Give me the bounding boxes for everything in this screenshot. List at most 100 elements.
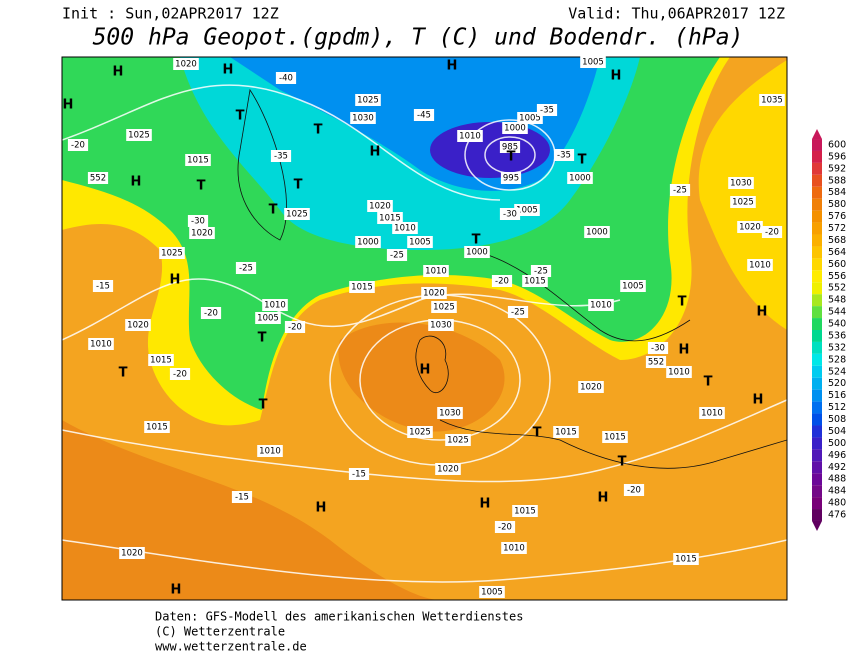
isoline-label: -25 (239, 264, 253, 274)
colorbar-swatch (812, 294, 822, 307)
label-box (87, 172, 109, 184)
pressure-center-label: H (679, 343, 690, 358)
isoline-label: 1010 (425, 267, 447, 277)
colorbar-label: 544 (828, 307, 846, 318)
label-box (514, 204, 540, 216)
colorbar-label: 536 (828, 330, 846, 341)
pressure-center-label: T (314, 123, 323, 138)
colorbar-label: 568 (828, 235, 846, 246)
pressure-center-label: H (171, 583, 182, 598)
colorbar-label: 504 (828, 426, 846, 437)
pressure-center-label: H (131, 175, 142, 190)
colorbar-swatch (812, 198, 822, 211)
isoline-label: 552 (648, 358, 664, 368)
isoline-label: 1030 (439, 409, 461, 419)
pressure-center-label: H (370, 145, 381, 160)
label-box (125, 319, 151, 331)
isoline-label: 1025 (409, 428, 431, 438)
label-box (119, 547, 145, 559)
isoline-label: 1010 (264, 301, 286, 311)
isoline-label: 1010 (503, 544, 525, 554)
colorbar-label: 588 (828, 175, 846, 186)
map-field (62, 57, 787, 600)
colorbar-label: 496 (828, 450, 846, 461)
field-low (430, 122, 550, 178)
isoline-label: 1015 (379, 214, 401, 224)
pressure-center-label: H (480, 497, 491, 512)
colorbar-label: 572 (828, 223, 846, 234)
colorbar-swatch (812, 150, 822, 163)
colorbar-label: 524 (828, 366, 846, 377)
label-box (348, 468, 370, 480)
isoline-label: -30 (191, 217, 205, 227)
colorbar-swatch (812, 377, 822, 390)
isoline-label: 552 (90, 174, 106, 184)
colorbar-swatch (812, 246, 822, 259)
label-box (499, 208, 521, 220)
colorbar-swatch (812, 186, 822, 199)
pressure-center-label: T (259, 398, 268, 413)
colorbar-swatch (812, 485, 822, 498)
isoline-label: 1015 (146, 423, 168, 433)
label-box (255, 312, 281, 324)
colorbar-label: 500 (828, 438, 846, 449)
isoline-label: 1015 (514, 507, 536, 517)
colorbar-swatch (812, 425, 822, 438)
colorbar-label: 492 (828, 462, 846, 473)
label-box (284, 321, 306, 333)
pressure-center-label: T (533, 426, 542, 441)
isoline-label: 1000 (569, 174, 591, 184)
isoline-label: -15 (96, 282, 110, 292)
label-box (169, 368, 191, 380)
label-box (235, 262, 257, 274)
label-box (699, 407, 725, 419)
colorbar-label: 600 (828, 140, 846, 151)
colorbar-swatch (812, 210, 822, 223)
isoline-label: -30 (503, 210, 517, 220)
pressure-center-label: H (223, 63, 234, 78)
colorbar-label: 476 (828, 510, 846, 521)
label-box (355, 94, 381, 106)
colorbar-swatch (812, 174, 822, 187)
label-box (479, 586, 505, 598)
label-box (669, 184, 691, 196)
label-box (623, 484, 645, 496)
isoline-label: -45 (417, 111, 431, 121)
isoline-label: 1020 (437, 465, 459, 475)
colorbar-label: 488 (828, 474, 846, 485)
isoline-label: -20 (495, 277, 509, 287)
label-box (421, 287, 447, 299)
colorbar-tip (812, 129, 822, 140)
colorbar-swatch (812, 461, 822, 474)
isoline-label: 1025 (732, 198, 754, 208)
isoline-label: 1020 (739, 223, 761, 233)
colorbar-swatch (812, 509, 822, 521)
label-box (262, 299, 288, 311)
label-box (588, 299, 614, 311)
isoline-label: 1015 (187, 156, 209, 166)
isoline-label: 1005 (582, 58, 604, 68)
label-box (553, 149, 575, 161)
isoline-label: 1005 (519, 114, 541, 124)
colorbar-label: 512 (828, 402, 846, 413)
colorbar-label: 556 (828, 271, 846, 282)
isoline-label: 1020 (580, 383, 602, 393)
label-box (88, 338, 114, 350)
colorbar-label: 520 (828, 378, 846, 389)
label-box (355, 236, 381, 248)
isoline-label: 995 (503, 174, 519, 184)
isoline-label: -20 (627, 486, 641, 496)
map-frame (61, 56, 788, 601)
isoline-label: 1020 (127, 321, 149, 331)
coastlines (237, 88, 787, 469)
isoline-label: -35 (540, 106, 554, 116)
isoline-label: 1010 (749, 261, 771, 271)
colorbar-label: 516 (828, 390, 846, 401)
colorbar-label: 560 (828, 259, 846, 270)
label-box (602, 431, 628, 443)
colorbar-label: 576 (828, 211, 846, 222)
isoline-label: 1030 (730, 179, 752, 189)
colorbar-label: 552 (828, 283, 846, 294)
